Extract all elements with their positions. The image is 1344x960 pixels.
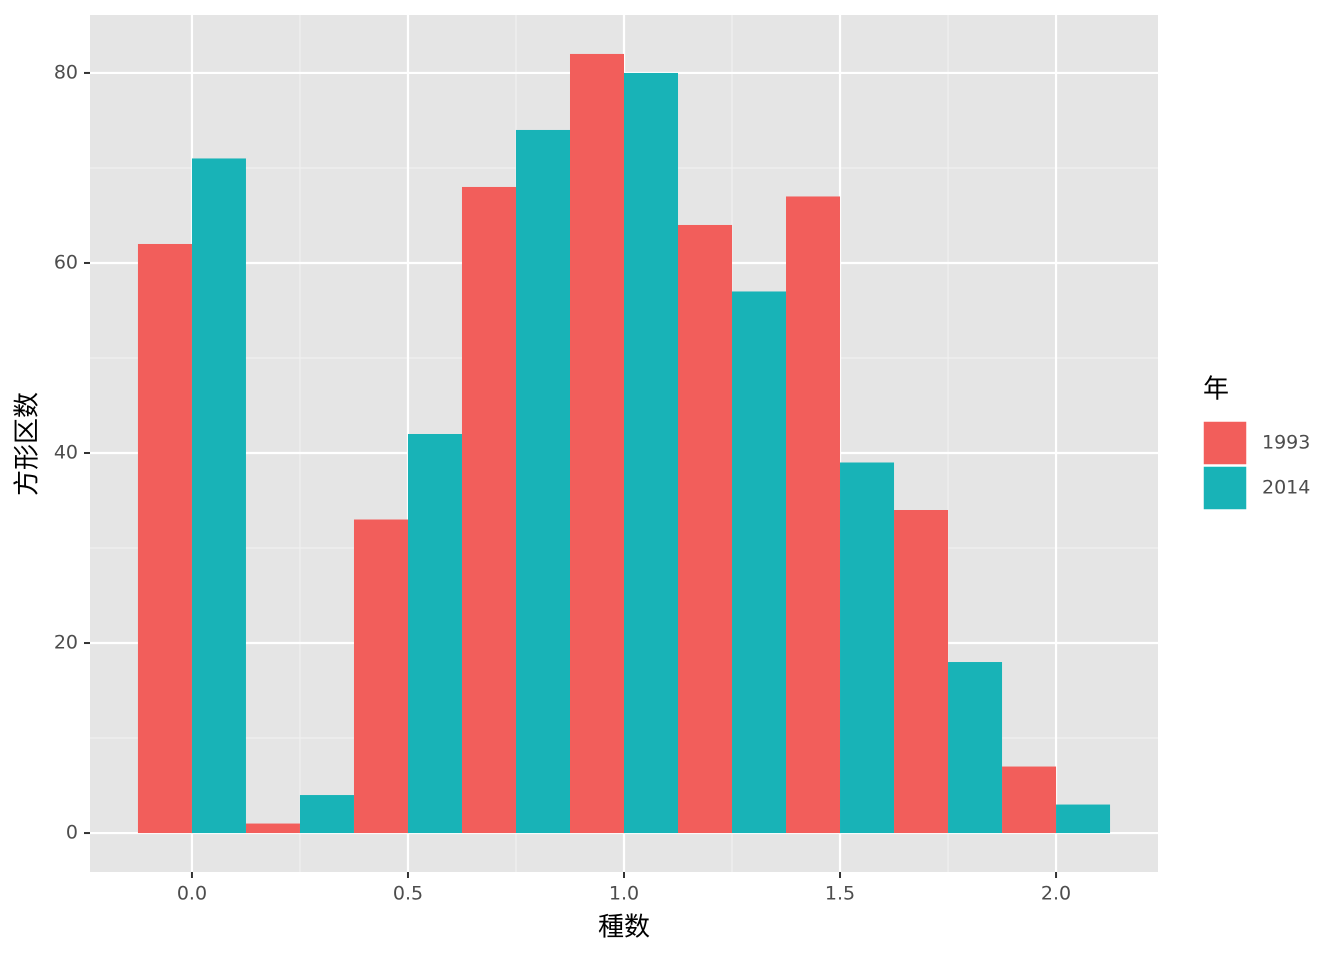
bar <box>732 291 787 834</box>
legend-key <box>1202 420 1248 466</box>
bar <box>1002 766 1057 834</box>
y-tick-label: 40 <box>54 442 78 464</box>
legend-label: 1993 <box>1262 432 1310 454</box>
bar <box>624 72 679 834</box>
bar <box>894 510 949 834</box>
x-tick-label: 2.0 <box>1041 883 1071 905</box>
bar <box>191 158 246 834</box>
bar <box>840 462 895 834</box>
bar <box>1056 804 1111 834</box>
x-tick-label: 1.5 <box>825 883 855 905</box>
y-tick-label: 20 <box>54 632 78 654</box>
legend-title: 年 <box>1203 375 1229 405</box>
bar <box>515 129 570 834</box>
x-axis-label: 種数 <box>598 913 650 943</box>
bar <box>948 662 1003 834</box>
legend-key <box>1202 465 1248 511</box>
y-axis-label: 方形区数 <box>13 392 43 496</box>
y-tick-label: 0 <box>66 822 78 844</box>
bar <box>137 243 192 834</box>
x-tick-label: 0.5 <box>393 883 423 905</box>
bar <box>678 224 733 834</box>
bar <box>461 186 516 834</box>
bar <box>786 196 841 834</box>
y-tick-label: 60 <box>54 251 78 273</box>
bar <box>407 433 462 834</box>
x-tick-label: 0.0 <box>177 883 207 905</box>
y-tick-label: 80 <box>54 61 78 83</box>
bar <box>245 823 300 834</box>
bar <box>353 519 408 834</box>
bar <box>569 53 624 834</box>
bar <box>299 795 354 834</box>
legend-label: 2014 <box>1262 477 1310 499</box>
x-tick-label: 1.0 <box>609 883 639 905</box>
